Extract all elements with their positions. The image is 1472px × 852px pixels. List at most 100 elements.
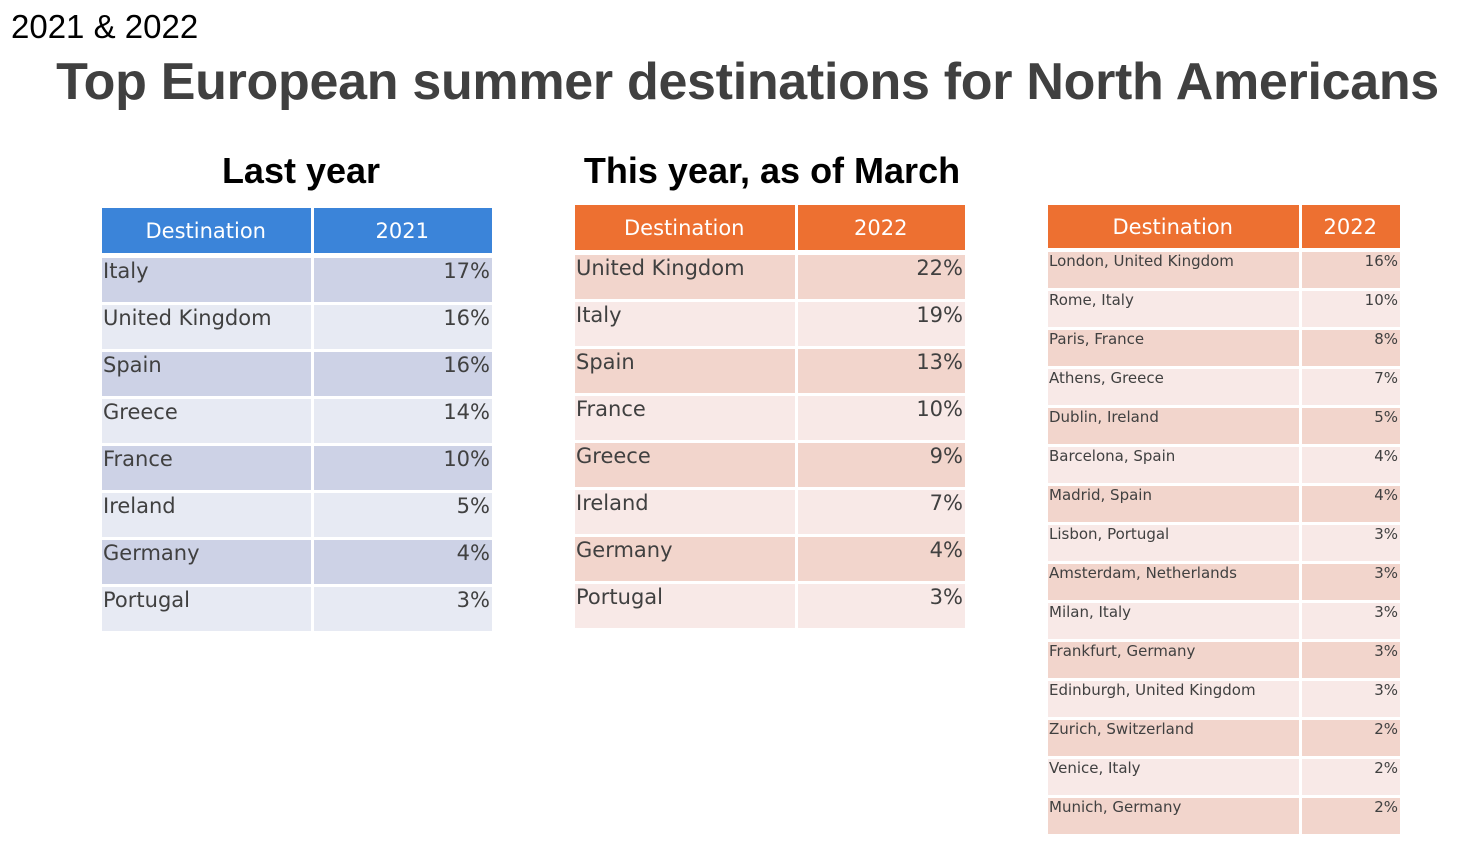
table-row: Spain 13% — [575, 347, 965, 396]
table-row: Madrid, Spain 4% — [1048, 484, 1400, 525]
last-year-heading: Last year — [221, 150, 381, 191]
destination-cell: London, United Kingdom — [1048, 250, 1302, 291]
destination-cell: United Kingdom — [102, 303, 314, 352]
table-row: Amsterdam, Netherlands 3% — [1048, 562, 1400, 603]
destination-cell: Italy — [575, 300, 798, 349]
table-row: Ireland 7% — [575, 488, 965, 537]
table-header-row: Destination 2022 — [1048, 205, 1400, 252]
destination-cell: Madrid, Spain — [1048, 484, 1302, 525]
percent-cell: 3% — [1300, 601, 1400, 642]
corner-label: 2021 & 2022 — [11, 8, 199, 45]
destination-cell: Greece — [102, 397, 314, 446]
table-row: Rome, Italy 10% — [1048, 289, 1400, 330]
column-header: Destination — [102, 208, 314, 258]
percent-cell: 22% — [796, 252, 965, 302]
destination-cell: Spain — [102, 350, 314, 399]
percent-cell: 4% — [312, 538, 492, 587]
destination-cell: France — [575, 394, 798, 443]
table-row: Milan, Italy 3% — [1048, 601, 1400, 642]
table-row: Zurich, Switzerland 2% — [1048, 718, 1400, 759]
percent-cell: 7% — [1300, 367, 1400, 408]
table-row: Venice, Italy 2% — [1048, 757, 1400, 798]
column-header: 2021 — [312, 208, 492, 258]
percent-cell: 16% — [312, 350, 492, 399]
table-row: London, United Kingdom 16% — [1048, 250, 1400, 291]
last-year-table: Destination 2021 Italy 17% United Kingdom 1… — [102, 208, 492, 634]
destination-cell: Rome, Italy — [1048, 289, 1302, 330]
percent-cell: 13% — [796, 347, 965, 396]
table-row: Athens, Greece 7% — [1048, 367, 1400, 408]
column-header: 2022 — [1300, 205, 1400, 252]
this-year-table: Destination 2022 United Kingdom 22% Italy 1… — [575, 205, 965, 631]
destination-cell: Amsterdam, Netherlands — [1048, 562, 1302, 603]
percent-cell: 2% — [1300, 718, 1400, 759]
destination-cell: Lisbon, Portugal — [1048, 523, 1302, 564]
table-row: Frankfurt, Germany 3% — [1048, 640, 1400, 681]
destination-cell: Zurich, Switzerland — [1048, 718, 1302, 759]
percent-cell: 8% — [1300, 328, 1400, 369]
table-row: Germany 4% — [102, 538, 492, 587]
percent-cell: 3% — [796, 582, 965, 631]
destination-cell: Portugal — [575, 582, 798, 631]
table-row: Munich, Germany 2% — [1048, 796, 1400, 837]
table-header-row: Destination 2021 — [102, 208, 492, 258]
destination-cell: Frankfurt, Germany — [1048, 640, 1302, 681]
column-header: Destination — [575, 205, 798, 255]
column-header: Destination — [1048, 205, 1302, 252]
percent-cell: 3% — [1300, 640, 1400, 681]
table-row: France 10% — [575, 394, 965, 443]
percent-cell: 10% — [796, 394, 965, 443]
table-row: Portugal 3% — [102, 585, 492, 634]
table-row: Germany 4% — [575, 535, 965, 584]
percent-cell: 9% — [796, 441, 965, 490]
destination-cell: Portugal — [102, 585, 314, 634]
percent-cell: 2% — [1300, 757, 1400, 798]
destination-cell: Germany — [102, 538, 314, 587]
table-row: Edinburgh, United Kingdom 3% — [1048, 679, 1400, 720]
destination-cell: Milan, Italy — [1048, 601, 1302, 642]
percent-cell: 14% — [312, 397, 492, 446]
table-row: Barcelona, Spain 4% — [1048, 445, 1400, 486]
table-row: Spain 16% — [102, 350, 492, 399]
percent-cell: 16% — [1300, 250, 1400, 291]
destination-cell: Ireland — [102, 491, 314, 540]
percent-cell: 4% — [796, 535, 965, 584]
destination-cell: Germany — [575, 535, 798, 584]
table-row: United Kingdom 22% — [575, 252, 965, 302]
destination-cell: Barcelona, Spain — [1048, 445, 1302, 486]
city-table: Destination 2022 London, United Kingdom 1… — [1048, 205, 1400, 837]
destination-cell: Spain — [575, 347, 798, 396]
destination-cell: Paris, France — [1048, 328, 1302, 369]
table-row: United Kingdom 16% — [102, 303, 492, 352]
table-row: Italy 17% — [102, 255, 492, 305]
table-row: Ireland 5% — [102, 491, 492, 540]
table-row: Portugal 3% — [575, 582, 965, 631]
destination-cell: Venice, Italy — [1048, 757, 1302, 798]
percent-cell: 3% — [1300, 523, 1400, 564]
destination-cell: Italy — [102, 255, 314, 305]
destination-cell: France — [102, 444, 314, 493]
destination-cell: Athens, Greece — [1048, 367, 1302, 408]
percent-cell: 3% — [1300, 679, 1400, 720]
percent-cell: 5% — [1300, 406, 1400, 447]
destination-cell: Edinburgh, United Kingdom — [1048, 679, 1302, 720]
percent-cell: 10% — [1300, 289, 1400, 330]
destination-cell: United Kingdom — [575, 252, 798, 302]
percent-cell: 10% — [312, 444, 492, 493]
table-row: France 10% — [102, 444, 492, 493]
page-title: Top European summer destinations for Nor… — [56, 53, 1439, 111]
percent-cell: 17% — [312, 255, 492, 305]
percent-cell: 3% — [312, 585, 492, 634]
percent-cell: 4% — [1300, 445, 1400, 486]
this-year-heading: This year, as of March — [583, 150, 961, 191]
destination-cell: Greece — [575, 441, 798, 490]
table-row: Greece 14% — [102, 397, 492, 446]
table-row: Dublin, Ireland 5% — [1048, 406, 1400, 447]
destination-cell: Munich, Germany — [1048, 796, 1302, 837]
percent-cell: 16% — [312, 303, 492, 352]
table-header-row: Destination 2022 — [575, 205, 965, 255]
percent-cell: 7% — [796, 488, 965, 537]
table-row: Greece 9% — [575, 441, 965, 490]
destination-cell: Dublin, Ireland — [1048, 406, 1302, 447]
destination-cell: Ireland — [575, 488, 798, 537]
